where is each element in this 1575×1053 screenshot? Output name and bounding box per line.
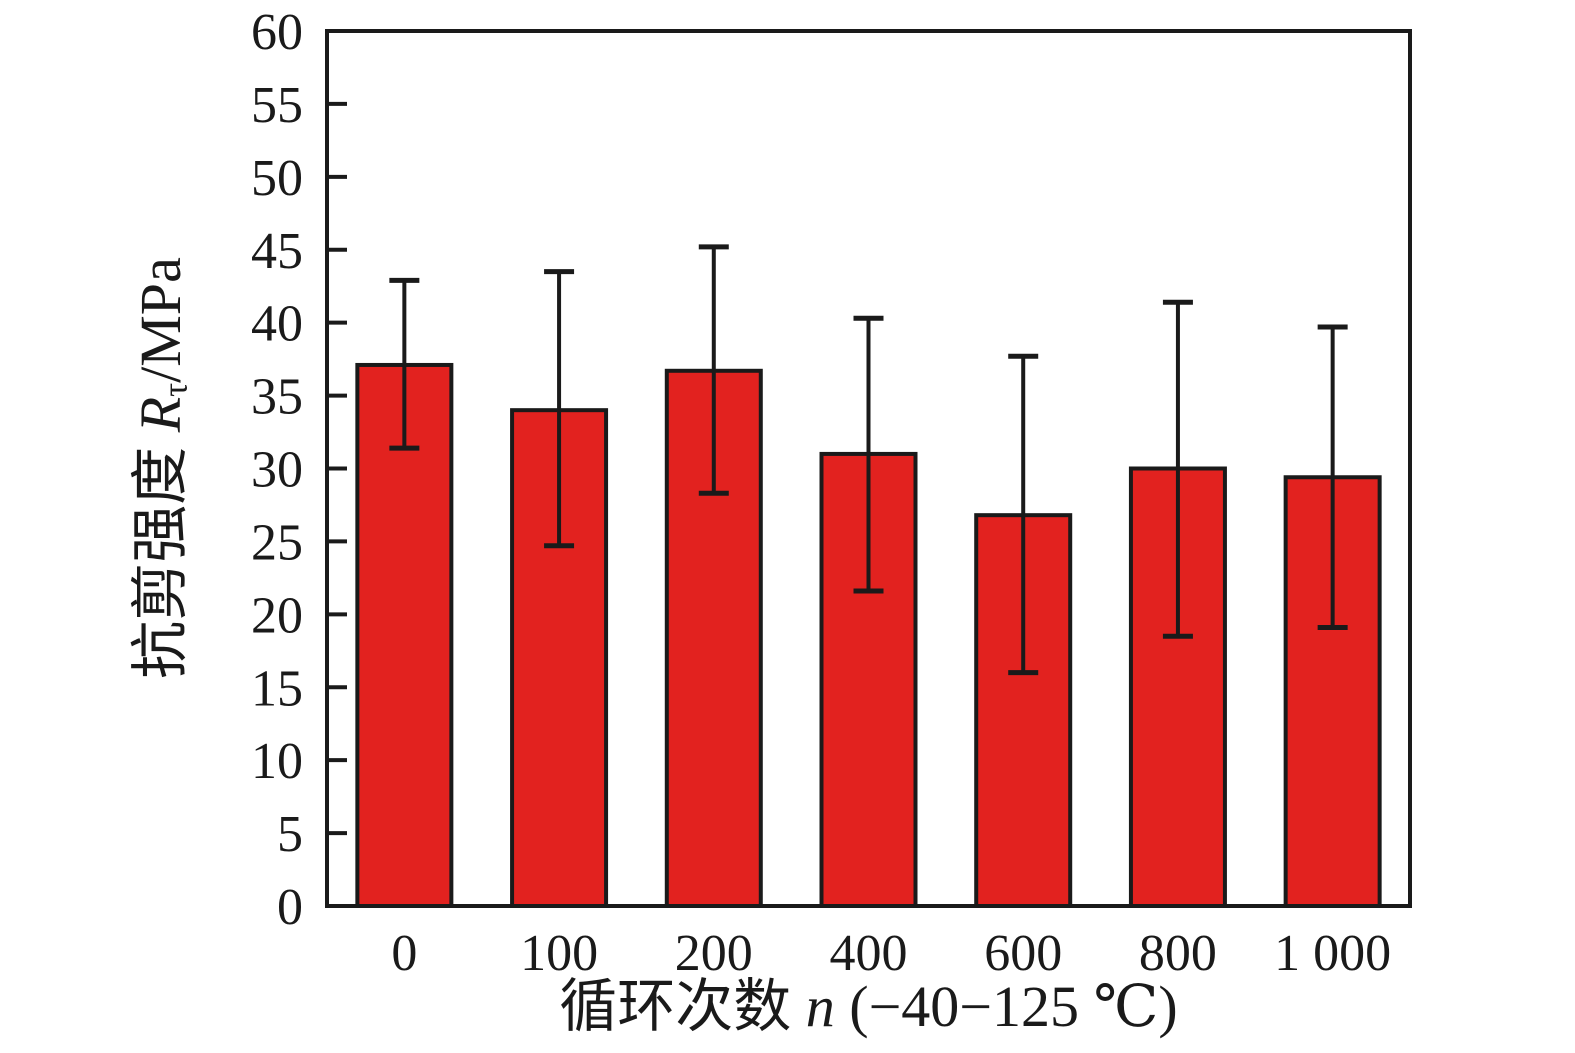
y-tick-label: 55 <box>251 77 303 134</box>
x-axis-title-text: 循环次数 <box>559 974 806 1039</box>
x-axis-symbol: n <box>805 974 835 1039</box>
y-tick-label: 40 <box>251 296 303 353</box>
x-tick-label: 100 <box>520 925 598 982</box>
x-tick-label: 600 <box>984 925 1062 982</box>
x-tick-label: 1 000 <box>1274 925 1391 982</box>
y-axis-symbol: R <box>128 396 193 433</box>
y-tick-label: 60 <box>251 4 303 61</box>
x-tick-label: 0 <box>391 925 417 982</box>
plot-frame <box>325 29 1412 908</box>
x-tick-label: 200 <box>675 925 753 982</box>
y-axis-title: 抗剪强度 Rτ/MPa <box>128 8 195 928</box>
y-tick-label: 30 <box>251 442 303 499</box>
y-axis-title-text: 抗剪强度 <box>128 432 193 679</box>
y-tick-label: 50 <box>251 150 303 207</box>
y-tick-label: 0 <box>277 879 303 936</box>
y-axis-symbol-subscript: τ <box>155 382 195 397</box>
y-tick-label: 10 <box>251 733 303 790</box>
y-tick-label: 5 <box>277 806 303 863</box>
y-tick-label: 45 <box>251 223 303 280</box>
y-axis-unit: /MPa <box>128 257 193 383</box>
y-tick-label: 20 <box>251 587 303 644</box>
y-tick-label: 35 <box>251 369 303 426</box>
bar <box>355 362 454 909</box>
x-axis-range: (−40−125 ℃) <box>834 974 1178 1039</box>
x-tick-label: 400 <box>830 925 908 982</box>
x-axis-title: 循环次数 n (−40−125 ℃) <box>327 974 1410 1040</box>
y-tick-label: 15 <box>251 660 303 717</box>
y-tick-label: 25 <box>251 514 303 571</box>
x-tick-label: 800 <box>1139 925 1217 982</box>
